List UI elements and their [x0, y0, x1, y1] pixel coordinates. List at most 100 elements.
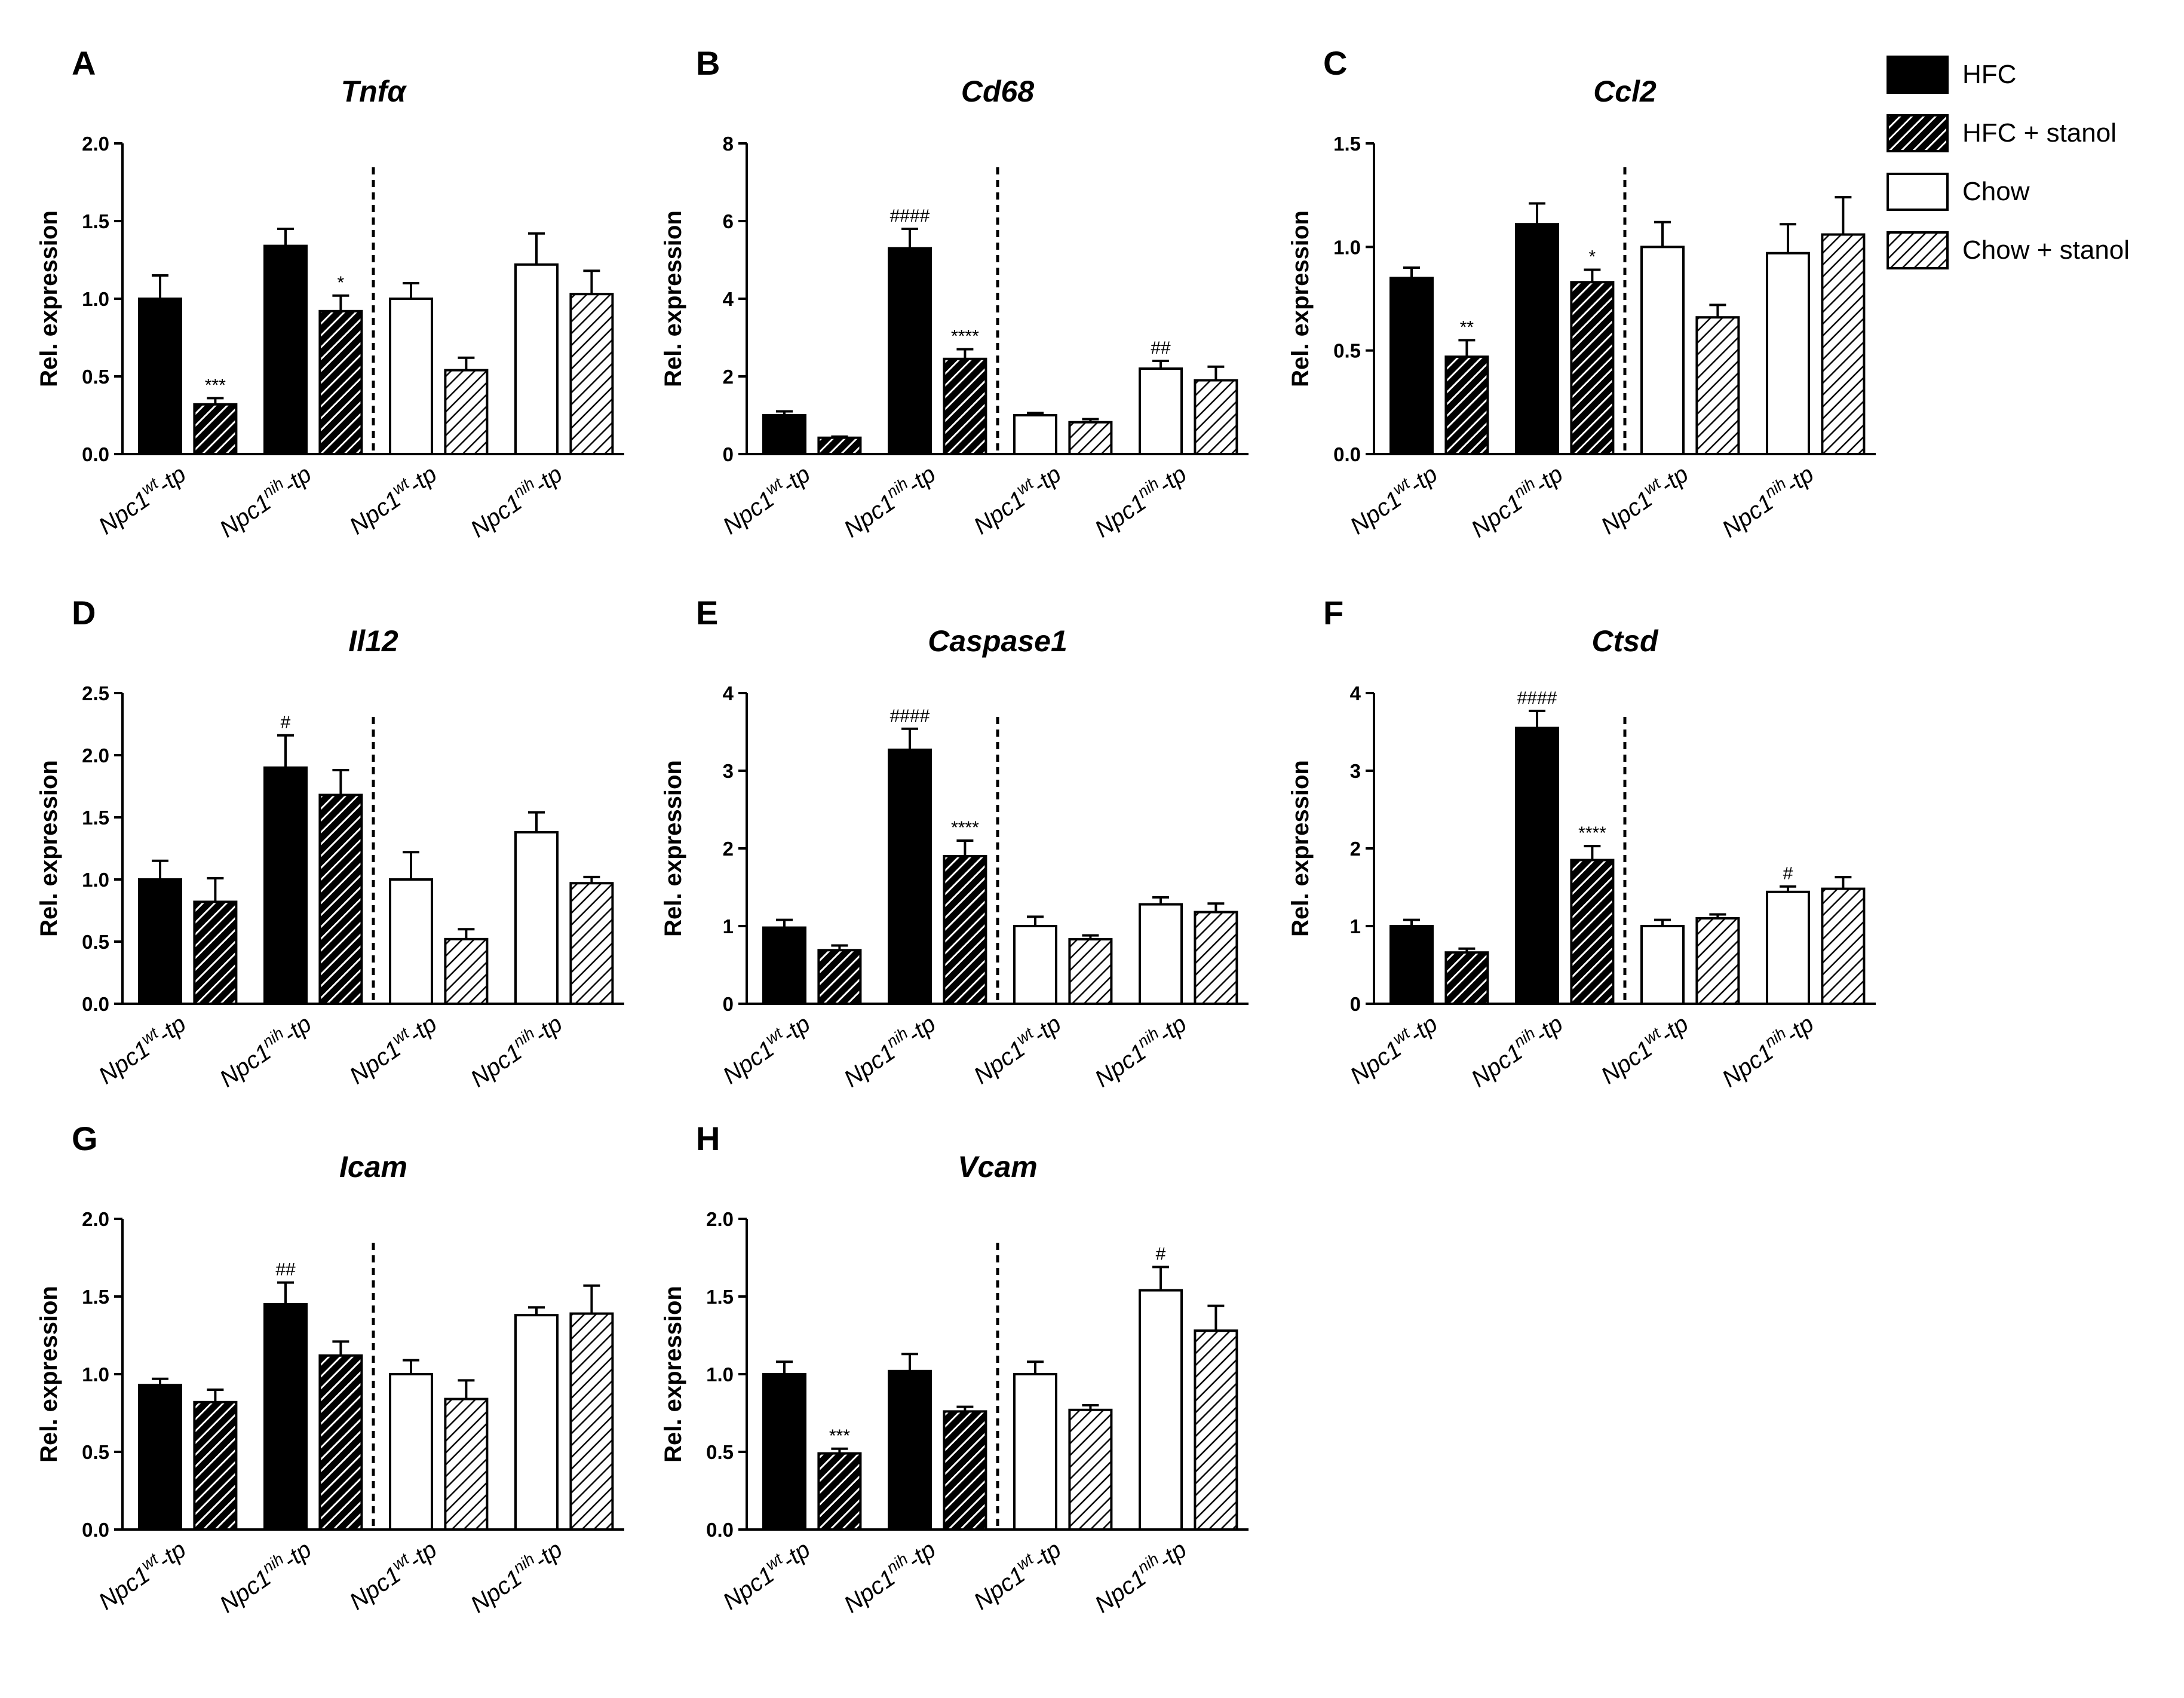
bar-rect: [444, 937, 489, 1005]
bar-chow: [514, 1306, 559, 1531]
y-tick-label: 1: [723, 915, 734, 937]
bar-hfc-stanol: ***: [193, 375, 238, 455]
bar-chow-stanol: [1695, 304, 1740, 456]
x-tick-label: Npc1nih-tp: [1465, 1008, 1568, 1092]
legend-swatch: [1887, 231, 1949, 269]
legend-swatch: [1887, 173, 1949, 211]
bar-rect: [569, 1312, 614, 1531]
bar-hfc: [138, 274, 182, 455]
bar-chow-stanol: [1068, 1404, 1113, 1531]
panel-D: D Il12 Rel. expression 0.0 0.5 1.0 1.5 2.0 2.5 # N…: [36, 594, 624, 1092]
bar-chow-stanol: [1068, 418, 1113, 456]
bar-hfc: [1389, 918, 1434, 1005]
panel-B: B Cd68 Rel. expression 0 2 4 6 8 #### **** ## Npc1w…: [660, 44, 1249, 542]
bar-rect: [1766, 890, 1810, 1006]
y-tick-label: 1.0: [1333, 236, 1361, 258]
y-tick-label: 6: [723, 210, 734, 232]
bar-rect: [1013, 1373, 1057, 1531]
bar-rect: [1766, 252, 1810, 455]
significance-label: #: [1783, 864, 1793, 884]
bar-rect: [762, 414, 806, 455]
bar-chow-stanol: [444, 1379, 489, 1531]
y-axis-label: Rel. expression: [1287, 760, 1314, 937]
legend-item-chow_stanol: Chow + stanol: [1887, 231, 2130, 269]
panel-title: Caspase1: [928, 624, 1068, 658]
legend-label: Chow: [1962, 177, 2030, 206]
y-tick-label: 1.5: [706, 1286, 734, 1308]
panel-title: Tnfα: [341, 75, 407, 108]
bar-hfc-stanol: [193, 876, 238, 1005]
bar-chow: [1013, 1360, 1057, 1531]
y-axis-label: Rel. expression: [660, 1286, 686, 1463]
bar-rect: [318, 1354, 363, 1531]
bar-hfc: ##: [263, 1260, 308, 1531]
bar-rect: [193, 403, 238, 455]
bar-chow: #: [1766, 864, 1810, 1006]
panel-letter: G: [72, 1120, 98, 1157]
bar-hfc-stanol: [817, 944, 862, 1006]
bar-rect: [1194, 911, 1238, 1005]
panel-letter: F: [1323, 594, 1343, 632]
bar-rect: [1013, 414, 1057, 455]
y-axis-label: Rel. expression: [36, 1286, 62, 1463]
x-tick-label: Npc1wt-tp: [343, 458, 441, 540]
bar-rect: [1389, 925, 1434, 1005]
panel-title: Vcam: [958, 1150, 1037, 1184]
bar-rect: [318, 309, 363, 455]
x-tick-label: Npc1wt-tp: [92, 1008, 191, 1089]
bar-chow-stanol: [1821, 196, 1866, 455]
bar-rect: [1068, 938, 1113, 1005]
bar-rect: [762, 1373, 806, 1531]
significance-label: ####: [890, 706, 930, 726]
bar-rect: [1139, 1289, 1183, 1531]
y-tick-label: 1.0: [82, 288, 109, 310]
y-tick-label: 0.5: [82, 366, 109, 388]
x-tick-label: Npc1nih-tp: [838, 458, 940, 542]
bar-rect: [389, 298, 433, 455]
bar-hfc: #: [263, 713, 308, 1006]
bar-rect: [569, 882, 614, 1005]
x-tick-label: Npc1nih-tp: [213, 1008, 316, 1092]
panel-G: G Icam Rel. expression 0.0 0.5 1.0 1.5 2.0 ## Npc…: [36, 1120, 624, 1618]
bar-chow: [389, 851, 433, 1005]
x-tick-label: Npc1nih-tp: [464, 1534, 567, 1618]
significance-label: #: [281, 713, 291, 732]
x-tick-label: Npc1nih-tp: [213, 458, 316, 542]
x-tick-label: Npc1nih-tp: [1716, 458, 1818, 542]
bar-rect: [514, 830, 559, 1005]
significance-label: *: [1589, 247, 1596, 266]
bar-rect: [1194, 1329, 1238, 1531]
y-tick-label: 1.5: [82, 210, 109, 232]
bar-rect: [263, 1303, 308, 1531]
bar-rect: [318, 793, 363, 1006]
legend-swatch: [1887, 114, 1949, 152]
bar-chow: ##: [1139, 338, 1183, 455]
y-tick-label: 4: [723, 288, 734, 310]
significance-label: ***: [205, 375, 226, 395]
bar-hfc-stanol: [318, 1340, 363, 1531]
y-tick-label: 1: [1350, 915, 1361, 937]
panel-title: Il12: [348, 624, 398, 658]
y-tick-label: 2.0: [82, 133, 109, 155]
legend-item-hfc: HFC: [1887, 56, 2016, 94]
x-tick-label: Npc1wt-tp: [967, 458, 1066, 540]
bar-rect: [138, 878, 182, 1005]
y-tick-label: 0.5: [82, 1441, 109, 1463]
significance-label: ****: [1578, 823, 1606, 843]
x-tick-label: Npc1wt-tp: [1343, 1008, 1442, 1089]
panel-E: E Caspase1 Rel. expression 0 1 2 3 4 #### **** Npc…: [660, 594, 1249, 1092]
x-tick-label: Npc1nih-tp: [464, 1008, 567, 1092]
bar-rect: [1640, 246, 1685, 455]
bar-rect: [817, 1452, 862, 1531]
bar-chow-stanol: [1068, 934, 1113, 1005]
bar-hfc: [762, 918, 806, 1005]
x-tick-label: Npc1nih-tp: [838, 1534, 940, 1618]
bar-rect: [193, 900, 238, 1005]
bar-rect: [817, 436, 862, 456]
y-tick-label: 0.0: [82, 443, 109, 465]
y-tick-label: 4: [723, 682, 734, 704]
y-axis-label: Rel. expression: [1287, 210, 1314, 387]
y-tick-label: 2.0: [82, 744, 109, 767]
bar-rect: [1695, 316, 1740, 456]
